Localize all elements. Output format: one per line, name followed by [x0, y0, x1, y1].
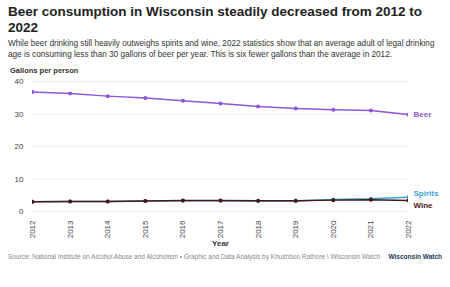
html-text:Source: National Institute on: Source: National Institute on Alcohol Ab…: [8, 253, 380, 260]
svg-text:2019: 2019: [291, 220, 300, 238]
svg-text:2014: 2014: [103, 220, 112, 238]
svg-text:2012: 2012: [28, 220, 37, 238]
svg-text:Spirits: Spirits: [414, 189, 439, 198]
html-text:Beer consumption in Wisconsin: Beer consumption in Wisconsin steadily d…: [8, 4, 422, 35]
svg-text:Year: Year: [212, 239, 229, 248]
svg-text:2022: 2022: [404, 220, 413, 238]
svg-text:2016: 2016: [178, 220, 187, 238]
svg-text:0: 0: [19, 207, 24, 216]
svg-text:Beer: Beer: [414, 110, 432, 119]
svg-text:40: 40: [15, 77, 24, 86]
svg-text:2013: 2013: [66, 220, 75, 238]
svg-text:20: 20: [15, 142, 24, 151]
svg-text:10: 10: [15, 175, 24, 184]
svg-text:2017: 2017: [216, 220, 225, 238]
svg-text:2015: 2015: [141, 220, 150, 238]
svg-text:2021: 2021: [366, 220, 375, 238]
svg-text:2020: 2020: [329, 220, 338, 238]
svg-text:30: 30: [15, 110, 24, 119]
svg-text:Wine: Wine: [414, 201, 434, 210]
html-text:Wisconsin Watch: Wisconsin Watch: [388, 253, 442, 260]
html-text:Gallons per person: Gallons per person: [10, 66, 79, 75]
html-text:While beer drinking still heav: While beer drinking still heavily outwei…: [8, 39, 435, 59]
svg-text:2018: 2018: [254, 220, 263, 238]
